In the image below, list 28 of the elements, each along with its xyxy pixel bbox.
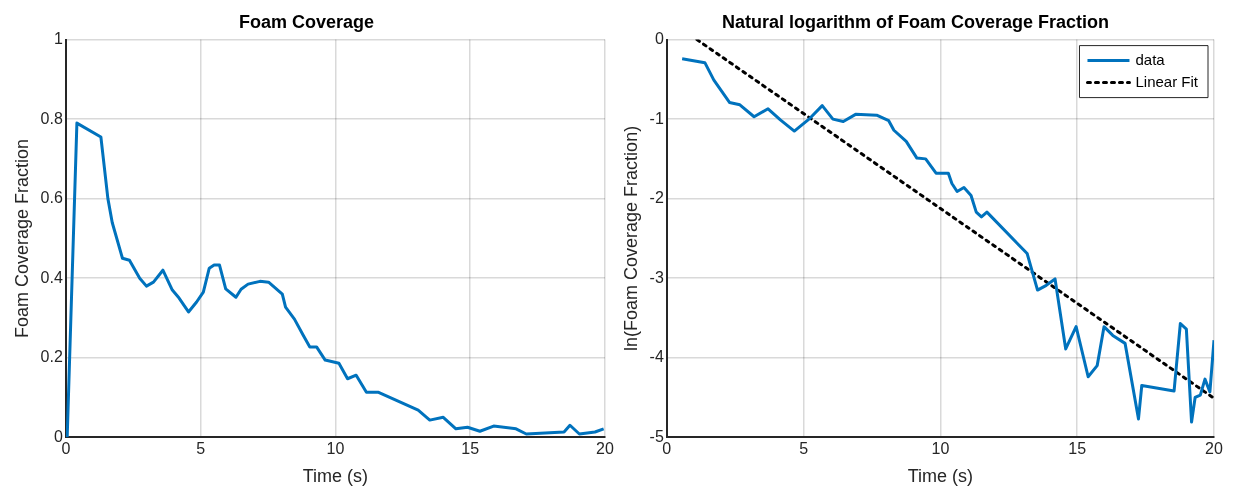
x-tick-label: 5 — [799, 440, 809, 458]
y-axis-title: Foam Coverage Fraction — [11, 138, 32, 338]
y-tick-label: 0.8 — [40, 109, 63, 127]
x-tick-label: 10 — [326, 440, 345, 458]
x-tick-label: 20 — [1205, 440, 1223, 458]
y-tick-label: 0 — [654, 30, 664, 48]
y-axis-title: ln(Foam Coverage Fraction) — [620, 125, 641, 351]
y-tick-label: -1 — [649, 109, 664, 127]
y-tick-label: 0.4 — [40, 268, 63, 286]
x-axis-title: Time (s) — [302, 466, 369, 487]
legend-label: Linear Fit — [1135, 72, 1199, 90]
x-axis-title: Time (s) — [907, 466, 974, 487]
y-tick-label: 1 — [53, 30, 63, 48]
y-tick-label: 0 — [53, 427, 63, 445]
chart-title: Natural logarithm of Foam Coverage Fraction — [721, 11, 1110, 32]
y-tick-label: -3 — [649, 268, 664, 286]
legend-label: data — [1135, 50, 1166, 68]
y-tick-label: -2 — [649, 189, 664, 207]
y-tick-label: -4 — [649, 348, 664, 366]
x-tick-label: 10 — [931, 440, 950, 458]
y-tick-label: -5 — [649, 427, 664, 445]
y-tick-label: 0.2 — [40, 348, 63, 366]
chart-title: Foam Coverage — [238, 11, 375, 32]
x-tick-label: 20 — [596, 440, 614, 458]
y-tick-label: 0.6 — [40, 189, 63, 207]
x-tick-label: 15 — [461, 440, 480, 458]
x-tick-label: 5 — [196, 440, 206, 458]
x-tick-label: 15 — [1068, 440, 1087, 458]
